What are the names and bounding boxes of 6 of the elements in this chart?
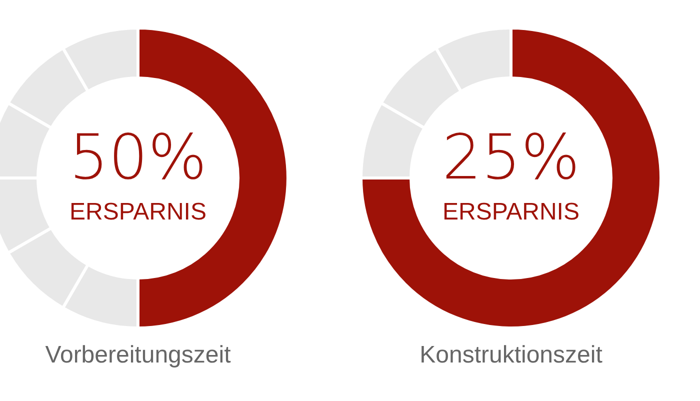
text: 25% <box>442 120 580 194</box>
text: 50% <box>69 120 207 194</box>
text: ERSPARNIS <box>70 198 206 226</box>
text: Vorbereitungszeit <box>45 342 232 368</box>
text: ERSPARNIS <box>442 198 580 226</box>
text: Konstruktionszeit <box>420 342 603 368</box>
